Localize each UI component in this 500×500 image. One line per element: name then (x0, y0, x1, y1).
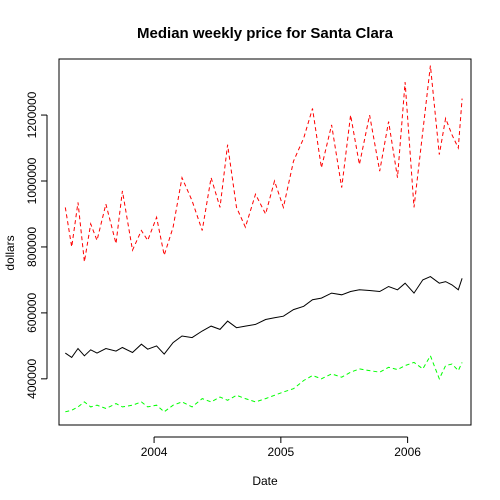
x-axis-label: Date (252, 474, 278, 488)
y-tick-label: 400000 (25, 358, 39, 398)
y-tick-label: 1200000 (25, 91, 39, 138)
y-axis-label: dollars (3, 235, 17, 270)
y-tick-label: 1000000 (25, 157, 39, 204)
y-tick-label: 800000 (25, 227, 39, 267)
chart-title: Median weekly price for Santa Clara (137, 25, 394, 42)
x-tick-label: 2004 (141, 445, 168, 459)
plot-frame (58, 58, 472, 426)
series-layer (64, 65, 463, 413)
x-tick-label: 2006 (394, 445, 421, 459)
axes-layer: 2004 2005 2006 400000 600000 800000 1000000 120… (25, 91, 421, 459)
x-tick-label: 2005 (267, 445, 294, 459)
series-line-3 (65, 354, 463, 413)
series-line-2 (65, 276, 463, 359)
y-tick-label: 600000 (25, 293, 39, 333)
series-line-1 (64, 65, 463, 262)
